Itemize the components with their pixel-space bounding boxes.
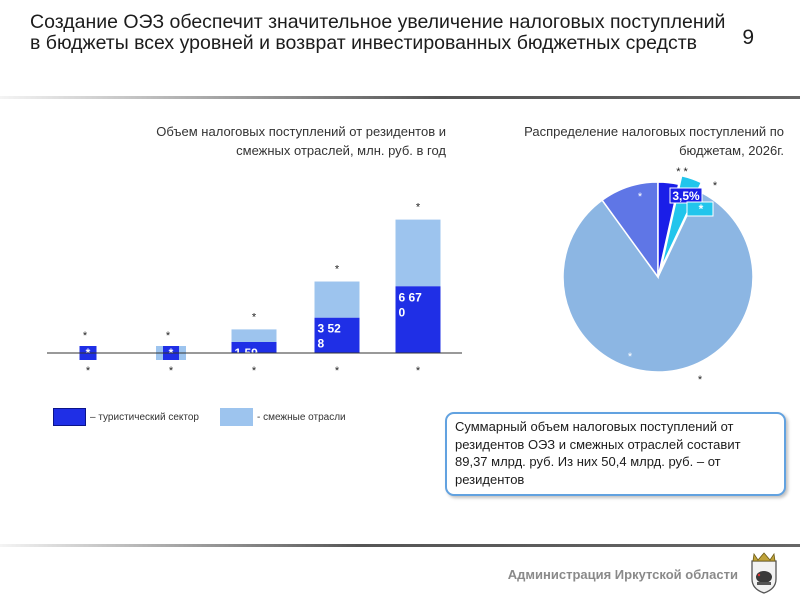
- bar-label-related-3: *: [335, 264, 340, 276]
- footer-divider: [0, 544, 800, 547]
- pie-outside-label-1: *: [713, 180, 718, 192]
- bar-label-related-1: *: [166, 330, 171, 342]
- pie-outside-label-2: *: [698, 374, 703, 386]
- pie-chart: ** 3,5%** ***: [562, 166, 754, 386]
- pie-label-box-2: [669, 187, 703, 204]
- pie-slice-0: [562, 190, 754, 373]
- pie-label-box-3: [686, 201, 714, 217]
- x-tick-label-3: *: [335, 365, 340, 377]
- bar-label-related-0: *: [83, 330, 88, 342]
- pie-chart-title: Распределение налоговых поступлений по б…: [524, 124, 784, 158]
- x-tick-label-0: *: [86, 365, 91, 377]
- pie-outside-label-0: * *: [676, 166, 688, 178]
- legend-swatch-related: [220, 408, 253, 426]
- bar-tourism-2: [231, 342, 277, 353]
- legend-label-tourism: – туристический сектор: [90, 411, 199, 423]
- x-tick-label-2: *: [252, 365, 257, 377]
- legend-tourism: – туристический сектор: [53, 406, 199, 428]
- pie-label-0: *: [628, 351, 633, 363]
- title-divider: [0, 96, 800, 99]
- footer-organization: Администрация Иркутской области: [507, 567, 738, 582]
- legend-label-related: - смежные отрасли: [257, 411, 346, 423]
- bar-related-4: [395, 219, 441, 287]
- bar-label-related-4: *: [416, 202, 421, 214]
- coat-of-arms-icon: [751, 552, 777, 594]
- slide-number: 9: [742, 26, 754, 49]
- x-tick-label-4: *: [416, 365, 421, 377]
- pie-label-1: *: [638, 191, 643, 203]
- bar-tourism-4: [395, 286, 441, 353]
- bar-label-tourism-4: 6 67 0: [399, 290, 423, 319]
- legend-swatch-tourism: [53, 408, 86, 426]
- legend-related: - смежные отрасли: [220, 406, 346, 428]
- pie-label-2: 3,5%: [672, 189, 700, 203]
- x-tick-label-1: *: [169, 365, 174, 377]
- pie-label-3: *: [699, 202, 704, 216]
- summary-box: Суммарный объем налоговых поступлений от…: [445, 412, 786, 496]
- bar-label-related-2: *: [252, 311, 257, 323]
- bar-chart: ******1 59**3 52 8**6 67 0**: [47, 202, 462, 377]
- bar-tourism-3: [314, 317, 360, 353]
- bar-label-tourism-3: 3 52 8: [318, 322, 342, 351]
- bar-related-3: [314, 281, 360, 318]
- pie-slice-2: [657, 181, 680, 278]
- slide-title: Создание ОЭЗ обеспечит значительное увел…: [30, 11, 726, 54]
- bar-related-2: [231, 329, 277, 342]
- bar-chart-title: Объем налоговых поступлений от резиденто…: [156, 124, 446, 158]
